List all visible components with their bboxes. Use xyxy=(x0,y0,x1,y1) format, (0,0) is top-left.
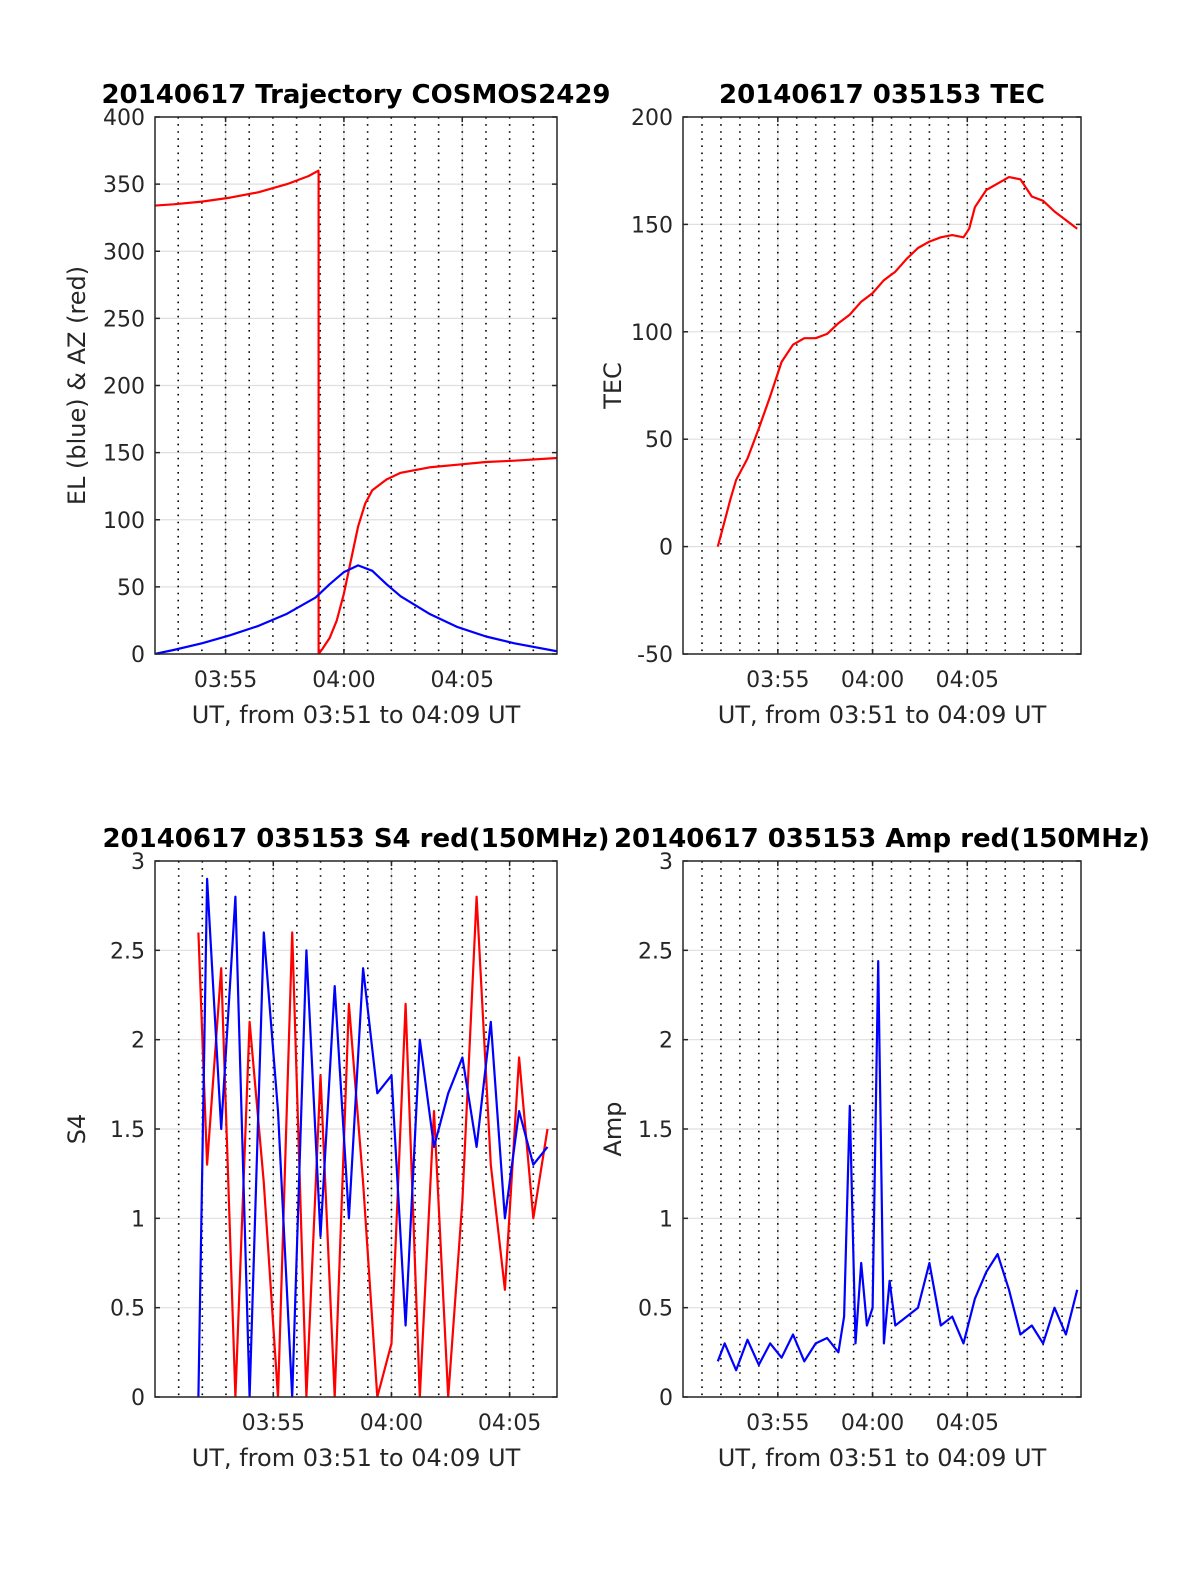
y-tick-label: 350 xyxy=(103,173,145,198)
x-tick-label: 03:55 xyxy=(746,1411,809,1436)
series-line-1 xyxy=(197,895,549,1397)
series-line-1 xyxy=(716,176,1078,547)
x-axis-label: UT, from 03:51 to 04:09 UT xyxy=(192,701,521,729)
y-tick-label: 3 xyxy=(659,850,673,875)
x-tick-label: 03:55 xyxy=(194,668,257,693)
y-tick-label: 0 xyxy=(131,1386,145,1411)
x-tick-label: 04:00 xyxy=(312,668,375,693)
chart-title: 20140617 035153 Amp red(150MHz) xyxy=(614,824,1150,854)
axes-box xyxy=(682,116,1082,655)
y-tick-label: 1 xyxy=(659,1207,673,1232)
chart-4: 0 0.5 1 1.5 2 2.5 3 03:55 04:00 04:05 20140617 035… xyxy=(599,824,1150,1472)
y-axis-label: TEC xyxy=(599,362,627,410)
x-tick-label: 03:55 xyxy=(242,1411,305,1436)
y-tick-label: 100 xyxy=(103,509,145,534)
chart-title: 20140617 Trajectory COSMOS2429 xyxy=(101,80,610,110)
plot-area xyxy=(683,117,1081,654)
y-tick-label: 150 xyxy=(103,442,145,467)
y-axis-label: S4 xyxy=(63,1114,91,1145)
x-tick-label: 04:05 xyxy=(478,1411,541,1436)
x-tick-label: 04:00 xyxy=(360,1411,423,1436)
y-tick-label: 200 xyxy=(103,375,145,400)
y-tick-label: 1.5 xyxy=(638,1118,673,1143)
y-tick-label: 2.5 xyxy=(638,939,673,964)
y-tick-label: 150 xyxy=(631,213,673,238)
y-tick-label: 1.5 xyxy=(110,1118,145,1143)
y-tick-label: 300 xyxy=(103,240,145,265)
x-tick-label: 04:00 xyxy=(841,668,904,693)
y-tick-label: -50 xyxy=(637,643,673,668)
x-axis-label: UT, from 03:51 to 04:09 UT xyxy=(718,701,1047,729)
y-tick-label: 0.5 xyxy=(110,1297,145,1322)
chart-title: 20140617 035153 TEC xyxy=(719,80,1045,110)
x-tick-label: 04:05 xyxy=(936,668,999,693)
series-line-1 xyxy=(155,169,557,654)
y-tick-label: 250 xyxy=(103,307,145,332)
chart-2: -50 0 50 100 150 200 03:55 04:00 04:05 20140617 0… xyxy=(599,80,1082,729)
x-axis-label: UT, from 03:51 to 04:09 UT xyxy=(718,1444,1047,1472)
chart-title: 20140617 035153 S4 red(150MHz) xyxy=(102,824,609,854)
series-line-2 xyxy=(155,564,557,654)
y-tick-label: 3 xyxy=(131,850,145,875)
x-tick-label: 04:05 xyxy=(936,1411,999,1436)
y-tick-label: 2 xyxy=(131,1029,145,1054)
x-axis-label: UT, from 03:51 to 04:09 UT xyxy=(192,1444,521,1472)
y-tick-label: 50 xyxy=(645,428,673,453)
y-tick-label: 0 xyxy=(659,536,673,561)
y-axis-label: Amp xyxy=(599,1101,627,1156)
y-tick-label: 200 xyxy=(631,106,673,131)
y-tick-label: 0 xyxy=(659,1386,673,1411)
y-axis-label: EL (blue) & AZ (red) xyxy=(63,266,91,505)
y-tick-label: 0.5 xyxy=(638,1297,673,1322)
x-tick-label: 04:00 xyxy=(841,1411,904,1436)
y-tick-label: 1 xyxy=(131,1207,145,1232)
series-line-1 xyxy=(716,959,1079,1372)
y-tick-label: 0 xyxy=(131,643,145,668)
x-tick-label: 04:05 xyxy=(431,668,494,693)
y-tick-label: 2 xyxy=(659,1029,673,1054)
y-tick-label: 50 xyxy=(117,576,145,601)
x-tick-label: 03:55 xyxy=(746,668,809,693)
series-line-2 xyxy=(197,877,549,1397)
chart-3: 0 0.5 1 1.5 2 2.5 3 03:55 04:00 04:05 20140617 035… xyxy=(63,824,610,1472)
y-tick-label: 100 xyxy=(631,321,673,346)
chart-1: 0 50 100 150 200 250 300 350 400 03:55 04:00 04:05 2… xyxy=(63,80,611,729)
y-tick-label: 400 xyxy=(103,106,145,131)
y-tick-label: 2.5 xyxy=(110,939,145,964)
